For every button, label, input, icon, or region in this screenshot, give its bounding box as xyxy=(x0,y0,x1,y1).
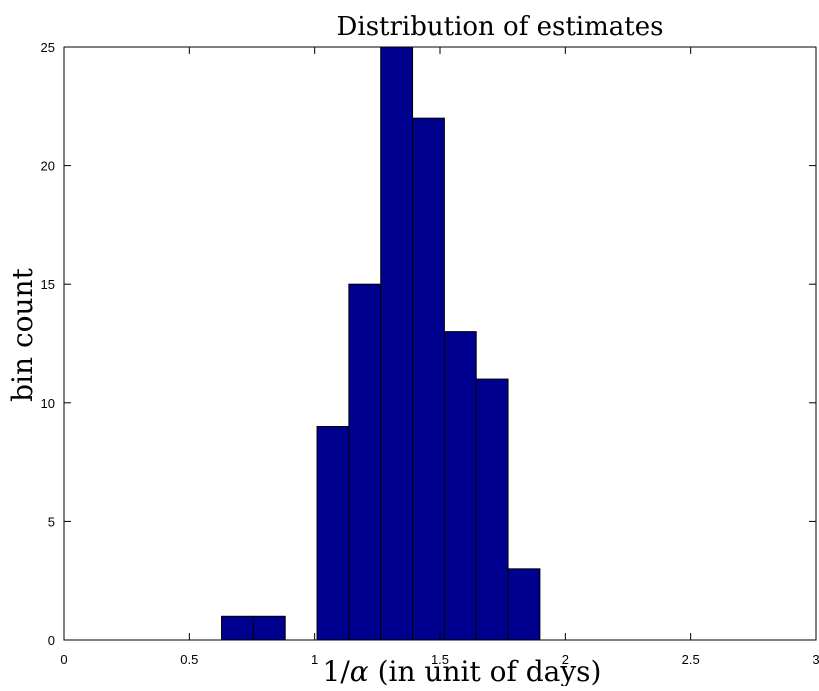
histogram-bar xyxy=(507,568,541,641)
x-tick-label: 1.5 xyxy=(431,652,449,667)
x-tick-label: 0.5 xyxy=(180,652,198,667)
y-tick-label: 15 xyxy=(41,277,55,292)
histogram-bar xyxy=(348,283,382,641)
histogram-bar xyxy=(412,117,445,641)
y-tick-label: 0 xyxy=(48,633,55,648)
histogram-bar xyxy=(252,615,286,641)
x-tick-label: 1 xyxy=(311,652,318,667)
histogram-bar xyxy=(475,378,509,641)
x-tick-label: 2 xyxy=(562,652,569,667)
chart-title: Distribution of estimates xyxy=(337,12,664,42)
y-tick-label: 10 xyxy=(41,396,55,411)
x-tick-label: 0 xyxy=(60,652,67,667)
histogram-bar xyxy=(221,615,254,641)
y-axis-label: bin count xyxy=(6,267,39,401)
histogram-bar xyxy=(316,426,350,641)
ticks-layer: 0 0.5 1 1.5 2 2.5 3 0 5 10 15 20 25 xyxy=(41,40,819,667)
x-tick-label: 3 xyxy=(812,652,819,667)
y-tick-label: 20 xyxy=(41,159,55,174)
histogram-bar xyxy=(443,331,477,641)
x-tick-label: 2.5 xyxy=(682,652,700,667)
x-axis-label: 1/α (in unit of days) xyxy=(323,655,602,686)
y-tick-label: 25 xyxy=(41,40,55,55)
histogram-bar xyxy=(380,46,414,641)
bars-layer xyxy=(221,46,541,641)
y-tick-label: 5 xyxy=(48,514,55,529)
